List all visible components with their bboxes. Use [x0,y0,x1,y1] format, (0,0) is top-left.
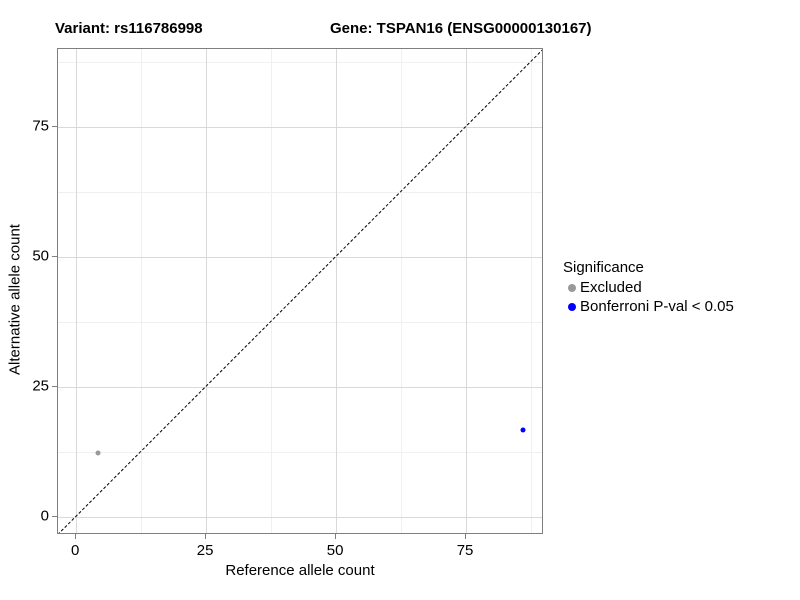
y-axis-tick-label: 25 [32,377,49,395]
gridline-minor-horizontal [58,191,542,193]
x-axis-tick-label: 0 [71,542,80,559]
legend-item-label: Bonferroni P-val < 0.05 [580,298,734,315]
gridline-minor-horizontal [58,61,542,63]
data-point [95,450,101,456]
y-axis-tick-mark [52,125,57,127]
legend: Significance Excluded Bonferroni P-val < … [563,259,734,316]
x-axis-tick-mark [335,534,337,539]
legend-key [563,283,580,292]
y-axis-tick-label: 75 [32,117,49,135]
legend-key [563,302,580,311]
gridline-major-vertical [466,49,468,533]
y-axis-tick-label: 0 [40,507,49,525]
x-axis-tick-mark [465,534,467,539]
gridline-major-vertical [76,49,78,533]
gridline-major-horizontal [58,256,542,258]
reference-line-y-equals-x [58,49,542,533]
gridline-minor-vertical [141,49,143,533]
legend-dot-icon [567,302,576,311]
chart-title-variant: Variant: rs116786998 [55,20,203,37]
data-point [520,427,526,433]
gridline-major-vertical [336,49,338,533]
y-axis-tick-mark [52,255,57,257]
legend-item-1[interactable]: Excluded [563,278,734,297]
y-axis-tick-mark [52,385,57,387]
legend-dot-icon [567,283,576,292]
legend-title: Significance [563,259,644,276]
chart-title-gene: Gene: TSPAN16 (ENSG00000130167) [330,20,592,37]
plot-panel [57,48,543,534]
gridline-minor-horizontal [58,321,542,323]
legend-item-label: Excluded [580,279,642,296]
y-axis-tick-mark [52,515,57,517]
gridline-minor-horizontal [58,451,542,453]
gridline-minor-vertical [531,49,532,533]
x-axis-tick-mark [75,534,77,539]
gridline-major-horizontal [58,516,542,518]
gridline-major-vertical [206,49,208,533]
legend-item-2[interactable]: Bonferroni P-val < 0.05 [563,297,734,316]
gridline-minor-vertical [401,49,403,533]
y-axis-label: Alternative allele count [6,224,24,375]
x-axis-tick-label: 50 [326,542,344,559]
gridline-major-horizontal [58,126,542,128]
x-axis-tick-label: 25 [196,542,214,559]
gridline-minor-vertical [271,49,273,533]
gridline-major-horizontal [58,386,542,388]
x-axis-tick-mark [205,534,207,539]
x-axis-tick-label: 75 [456,542,474,559]
x-axis-label: Reference allele count [225,562,375,579]
y-axis-tick-label: 50 [32,247,49,265]
legend-items: Excluded Bonferroni P-val < 0.05 [563,278,734,316]
